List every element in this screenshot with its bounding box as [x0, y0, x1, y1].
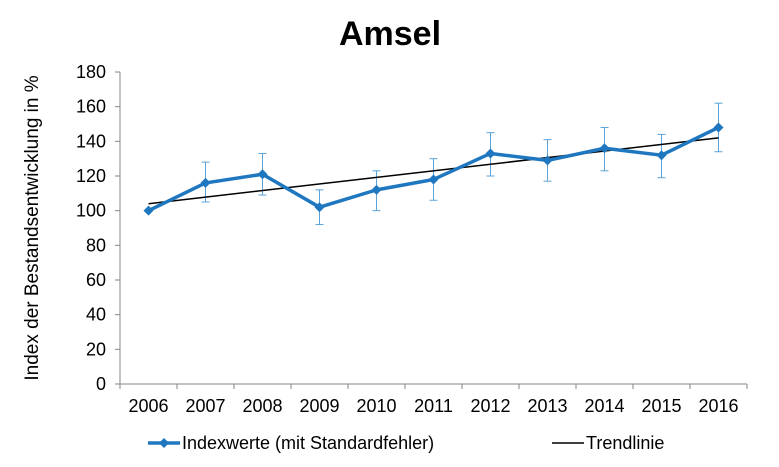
y-tick-label: 140 — [76, 131, 106, 151]
y-tick-labels: 0 20 40 60 80 100 120 140 160 180 — [76, 62, 106, 394]
x-tick-label: 2010 — [356, 396, 396, 416]
legend-label-trend: Trendlinie — [586, 433, 664, 453]
x-tick-label: 2007 — [185, 396, 225, 416]
index-point — [713, 122, 724, 133]
axis-tick-marks — [115, 71, 748, 389]
legend-item-index: Indexwerte (mit Standardfehler) — [148, 433, 434, 453]
legend-index-marker — [159, 438, 169, 448]
legend-item-trend: Trendlinie — [552, 433, 664, 453]
index-point — [314, 202, 325, 213]
legend: Indexwerte (mit Standardfehler) Trendlin… — [148, 433, 664, 453]
x-tick-label: 2011 — [414, 396, 453, 416]
error-bars — [201, 102, 723, 226]
x-tick-label: 2015 — [641, 396, 681, 416]
index-point — [485, 148, 496, 159]
index-markers — [143, 122, 724, 216]
x-tick-label: 2013 — [527, 396, 567, 416]
y-tick-label: 160 — [76, 97, 106, 117]
x-tick-label: 2016 — [698, 396, 738, 416]
y-tick-label: 100 — [76, 201, 106, 221]
y-tick-label: 60 — [86, 270, 106, 290]
y-tick-label: 20 — [86, 339, 106, 359]
index-point — [371, 184, 382, 195]
y-tick-label: 180 — [76, 62, 106, 82]
x-tick-label: 2014 — [584, 396, 624, 416]
index-point — [428, 174, 439, 185]
x-tick-label: 2012 — [470, 396, 510, 416]
index-point — [599, 143, 610, 154]
x-tick-labels: 2006 2007 2008 2009 2010 2011 2012 2013 2014 2015… — [128, 396, 738, 416]
x-tick-label: 2008 — [242, 396, 282, 416]
index-point — [257, 169, 268, 180]
legend-label-index: Indexwerte (mit Standardfehler) — [182, 433, 434, 453]
y-axis-label: Index der Bestandsentwicklung in % — [22, 75, 43, 380]
index-point — [542, 155, 553, 166]
y-tick-label: 120 — [76, 166, 106, 186]
y-tick-label: 40 — [86, 305, 106, 325]
index-point — [143, 205, 154, 216]
index-point — [656, 150, 667, 161]
chart-title: Amsel — [339, 15, 441, 53]
index-point — [200, 177, 211, 188]
y-tick-label: 0 — [96, 374, 106, 394]
x-tick-label: 2009 — [299, 396, 339, 416]
y-tick-label: 80 — [86, 235, 106, 255]
x-tick-label: 2006 — [128, 396, 168, 416]
